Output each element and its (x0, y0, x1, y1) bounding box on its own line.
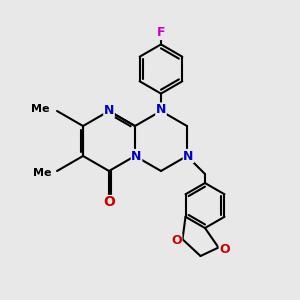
Text: N: N (104, 104, 114, 118)
Text: N: N (156, 103, 166, 116)
Text: N: N (183, 149, 194, 163)
Text: O: O (219, 242, 230, 256)
Text: Me: Me (33, 167, 51, 178)
Text: F: F (157, 26, 165, 40)
Text: O: O (171, 234, 182, 247)
Text: N: N (131, 149, 142, 163)
Text: O: O (103, 196, 115, 209)
Text: Me: Me (31, 104, 50, 115)
